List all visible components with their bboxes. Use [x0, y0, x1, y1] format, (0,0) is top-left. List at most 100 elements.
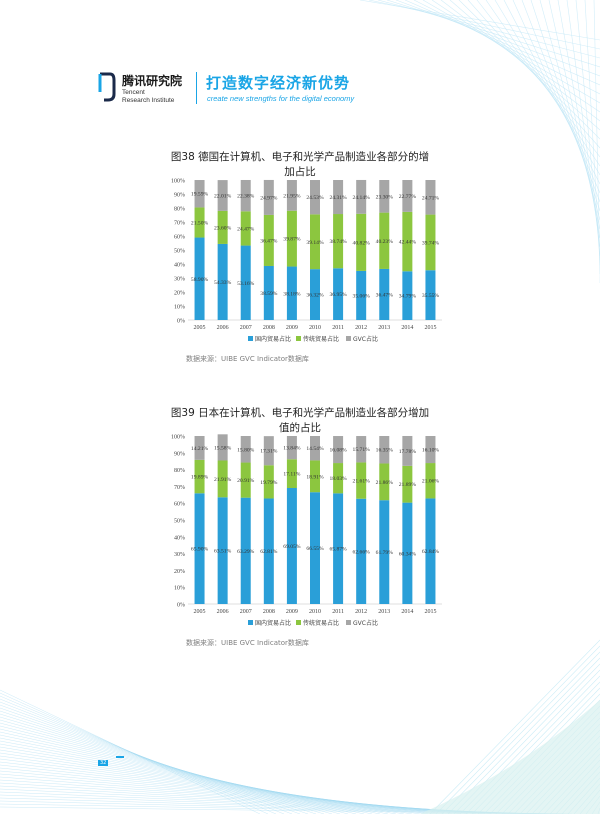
bar-segment — [402, 211, 413, 272]
bar-segment — [310, 492, 320, 604]
bar-segment — [379, 463, 390, 501]
data-label: 62.84% — [422, 549, 440, 555]
data-label: 18.03% — [329, 476, 347, 482]
bar-segment — [194, 237, 205, 320]
bar-segment — [263, 214, 274, 266]
x-tick-label: 2013 — [378, 325, 390, 331]
data-label: 24.53% — [306, 195, 324, 201]
data-label: 17.78% — [399, 449, 417, 455]
data-label: 53.16% — [237, 281, 255, 287]
data-label: 38.18% — [283, 291, 301, 297]
bar-segment — [286, 459, 297, 488]
data-label: 18.91% — [306, 474, 324, 480]
data-label: 17.31% — [260, 449, 278, 455]
x-tick-label: 2008 — [263, 325, 275, 331]
data-label: 13.84% — [283, 446, 301, 452]
bar-segment — [425, 463, 436, 499]
bar-segment — [310, 460, 320, 493]
data-label: 38.74% — [329, 239, 347, 245]
bar-segment — [379, 180, 390, 213]
data-label: 15.80% — [237, 447, 255, 453]
bar-segment — [356, 436, 367, 463]
y-tick-label: 40% — [174, 535, 185, 541]
bar-segment — [240, 462, 251, 498]
data-label: 36.95% — [329, 292, 347, 298]
bar-segment — [217, 460, 228, 498]
y-tick-label: 50% — [174, 519, 185, 525]
data-label: 24.47% — [237, 226, 255, 232]
data-label: 21.89% — [399, 482, 417, 488]
data-label: 14.54% — [306, 446, 324, 452]
data-label: 58.90% — [191, 277, 209, 283]
data-label: 65.87% — [329, 547, 347, 553]
data-label: 21.06% — [422, 479, 440, 485]
data-label: 61.79% — [376, 550, 394, 556]
x-tick-label: 2012 — [355, 325, 367, 331]
y-tick-label: 100% — [171, 435, 185, 441]
bar-segment — [217, 243, 228, 320]
data-label: 21.86% — [376, 480, 394, 486]
bar-segment — [425, 498, 436, 604]
y-tick-label: 10% — [174, 586, 185, 592]
bar-segment — [310, 180, 320, 215]
legend-label: 传统贸易占比 — [303, 619, 339, 627]
data-label: 62.66% — [353, 549, 371, 555]
data-label: 66.55% — [306, 546, 324, 552]
bar-segment — [286, 210, 297, 267]
figure-39-title: 图39 日本在计算机、电子和光学产品制造业各部分增加 值的占比 — [150, 406, 450, 436]
data-label: 40.82% — [353, 240, 371, 246]
bar-segment — [333, 180, 344, 215]
y-tick-label: 0% — [177, 319, 185, 325]
data-label: 19.89% — [191, 475, 209, 481]
brand-name-en-line2: Research Institute — [122, 97, 175, 104]
bar-segment — [263, 179, 274, 215]
data-label: 60.34% — [399, 551, 417, 557]
data-label: 23.60% — [214, 225, 232, 231]
data-label: 39.87% — [283, 237, 301, 243]
bar-segment — [263, 436, 274, 466]
data-label: 40.23% — [376, 239, 394, 245]
bar-segment — [263, 265, 274, 320]
bar-segment — [425, 180, 436, 215]
y-tick-label: 90% — [174, 451, 185, 457]
page-number: 32 — [98, 760, 109, 766]
data-label: 38.59% — [260, 291, 278, 297]
bar-segment — [194, 180, 205, 208]
bar-segment — [402, 435, 413, 466]
bar-segment — [310, 436, 320, 461]
header-divider — [196, 72, 197, 104]
legend-swatch — [346, 336, 351, 341]
y-tick-label: 40% — [174, 263, 185, 269]
x-tick-label: 2007 — [240, 325, 252, 331]
data-label: 34.79% — [399, 294, 417, 300]
bar-segment — [402, 271, 413, 320]
data-label: 15.58% — [214, 445, 232, 451]
data-label: 22.01% — [214, 193, 232, 199]
legend-label: 国内贸易占比 — [255, 335, 291, 343]
x-tick-label: 2009 — [286, 325, 298, 331]
data-label: 39.14% — [306, 240, 324, 246]
data-label: 19.79% — [260, 480, 278, 486]
data-label: 17.11% — [283, 472, 300, 478]
figure-title-line2: 加占比 — [284, 166, 316, 178]
legend-swatch — [296, 336, 301, 341]
x-tick-label: 2010 — [309, 609, 321, 615]
data-label: 35.55% — [422, 293, 440, 299]
y-tick-label: 60% — [174, 235, 185, 241]
page-header: 腾讯研究院 Tencent Research Institute 打造数字经济新… — [96, 70, 516, 110]
data-label: 63.51% — [214, 549, 232, 555]
legend-swatch — [296, 620, 301, 625]
legend-swatch — [248, 620, 253, 625]
bar-segment — [310, 269, 320, 320]
data-label: 14.21% — [191, 446, 209, 452]
slogan-en: create new strengths for the digital eco… — [207, 94, 355, 103]
y-tick-label: 70% — [174, 485, 185, 491]
bar-segment — [194, 207, 205, 238]
bar-segment — [356, 498, 367, 604]
bar-segment — [217, 434, 228, 461]
legend-label: GVC占比 — [353, 619, 378, 627]
bar-segment — [263, 465, 274, 499]
figure-title-line1: 图38 德国在计算机、电子和光学产品制造业各部分的增 — [170, 151, 430, 163]
y-tick-label: 0% — [177, 603, 185, 609]
bar-segment — [194, 493, 205, 604]
